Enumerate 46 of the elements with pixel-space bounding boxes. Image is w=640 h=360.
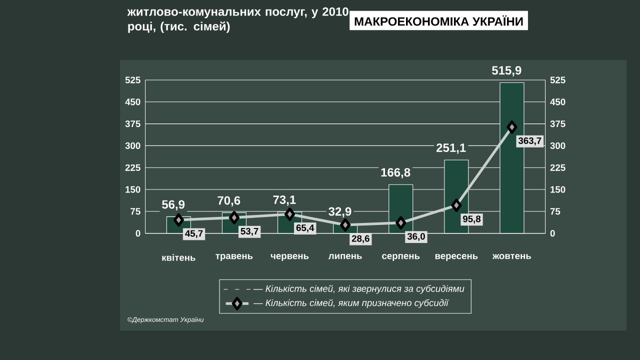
point [284,208,296,221]
chart-subtitle: МАКРОЕКОНОМІКА УКРАЇНИ [354,15,523,26]
data-label: 65,4 [296,224,314,232]
point [340,218,351,232]
y-tick-label: 75 [130,208,140,215]
y2-tick-label: 150 [550,186,566,193]
y2-tick-label: 75 [550,208,560,215]
data-label: 73,1 [273,195,296,206]
x-tick-label: липень [328,254,362,260]
y-tick-label: 300 [125,142,140,150]
data-label: 70,6 [218,196,240,206]
y-tick-label: 225 [125,164,140,171]
data-label: 251,1 [436,143,466,154]
data-label: 166,8 [381,168,410,178]
y2-tick-label: 450 [550,98,566,106]
y-tick-label: 450 [125,98,140,106]
data-label: 56,9 [162,200,185,210]
y2-tick-label: 300 [550,142,566,150]
y-tick-label: 0 [136,230,140,237]
y2-tick-label: 375 [550,120,566,128]
x-tick-label: жовтень [492,254,532,260]
y2-tick-label: 525 [550,76,566,84]
legend-label: — Кількість сімей, яким призначено субсидії [253,299,450,308]
y2-tick-label: 0 [550,230,555,237]
data-label: 53,7 [240,228,258,236]
x-tick-label: серпень [382,254,420,262]
x-tick-label: квітень [162,254,196,261]
point [451,198,462,212]
x-tick-label: вересень [435,254,478,262]
data-label: 32,9 [328,207,352,218]
data-label: 95,8 [463,216,481,224]
data-label: 36,0 [407,233,425,242]
data-label: 363,7 [518,137,542,146]
x-tick-label: червень [270,254,309,262]
y-tick-label: 150 [126,186,140,193]
legend-label: — Кількість сімей, які звернулися за субсидіями [253,284,464,294]
point [396,216,406,230]
y-tick-label: 525 [125,76,140,84]
data-label: 515,9 [492,66,522,76]
data-label: 28,6 [352,235,370,244]
y-tick-label: 375 [125,120,140,128]
chart-title: житлово-комунальних послуг, у 2010 році, (тис. сімей) [127,7,348,33]
data-label: 45,7 [185,230,203,238]
point [506,120,518,134]
x-tick-label: травень [216,254,253,262]
y2-tick-label: 225 [550,164,566,171]
